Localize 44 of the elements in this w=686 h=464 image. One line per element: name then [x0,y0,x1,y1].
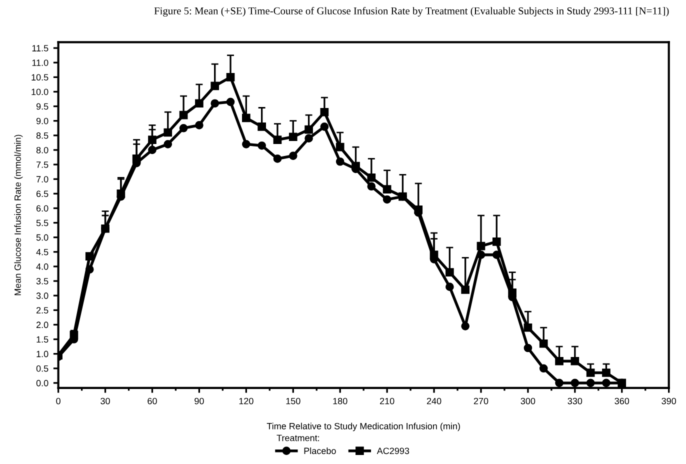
y-tick-label: 2.5 [36,307,48,314]
y-tick-label: 9.0 [36,118,48,124]
y-axis-title: Mean Glucose Infusion Rate (mmol/min) [14,134,23,296]
x-tick-label: 210 [380,398,394,404]
y-tick-label: 8.5 [36,132,48,139]
x-tick-label: 390 [662,398,676,404]
legend-label: Placebo [304,447,336,454]
x-tick-label: 30 [100,398,110,404]
y-tick-label: 5.0 [36,234,48,241]
x-tick-label: 150 [286,398,300,404]
y-tick-label: 0.5 [36,365,48,372]
x-tick-label: 270 [474,398,488,404]
y-tick-label: 7.5 [36,162,48,168]
y-tick-label: 6.5 [36,190,48,198]
x-tick-label: 90 [194,398,204,404]
x-tick-label: 300 [520,398,536,404]
y-tick-label: 9.5 [36,103,48,110]
y-tick-label: 11.5 [32,45,48,52]
y-tick-label: 3.5 [36,278,48,284]
y-tick-label: 8.0 [36,146,48,154]
x-axis-title: Time Relative to Study Medication Infusion (min) [266,422,460,432]
y-tick-label: 2.0 [36,322,48,328]
chart-title: Figure 5: Mean (+SE) Time-Course of Glucose Infusion Rate by Treatment (Evaluable Subjects in Study 2993-111 [N=11]) [154,6,669,17]
legend-title: Treatment: [276,434,320,442]
y-tick-label: 3.0 [36,292,48,299]
y-tick-label: 0.0 [36,380,48,386]
y-tick-label: 1.0 [36,350,48,358]
x-tick-label: 240 [426,398,442,404]
y-tick-label: 10.5 [32,74,48,81]
x-tick-label: 0 [56,398,60,404]
y-tick-label: 7.0 [36,176,48,182]
x-tick-label: 360 [614,398,630,404]
y-tick-label: 4.5 [36,248,48,256]
y-tick-label: 10.0 [32,88,48,96]
x-tick-label: 60 [148,398,157,404]
y-tick-label: 11.0 [32,60,48,66]
x-tick-label: 180 [333,398,348,404]
y-tick-label: 4.0 [36,263,48,270]
y-tick-label: 1.5 [36,336,48,343]
y-tick-label: 6.0 [36,205,48,212]
legend-label: AC2993 [376,448,410,454]
y-tick-label: 5.5 [36,220,48,226]
x-tick-label: 120 [239,398,254,404]
x-tick-label: 330 [568,398,582,404]
